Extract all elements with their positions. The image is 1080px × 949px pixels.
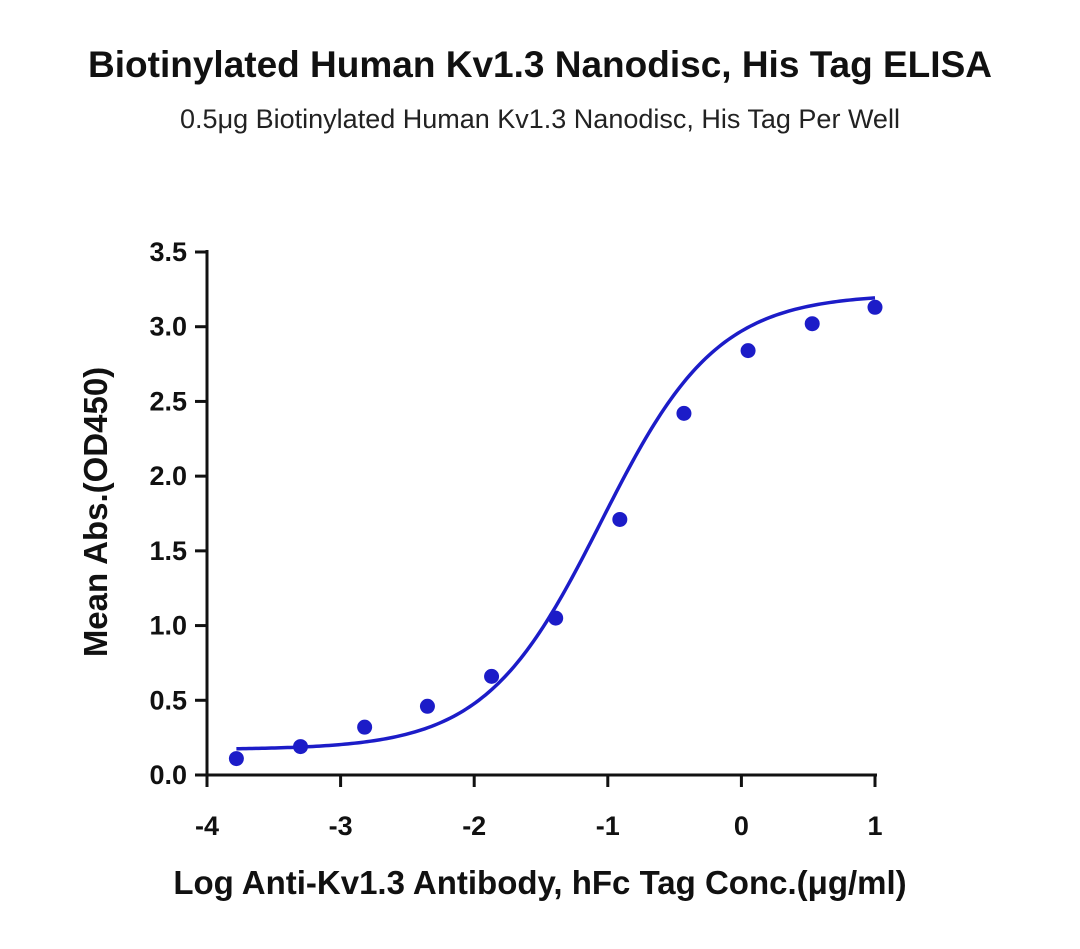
x-axis-label: Log Anti-Kv1.3 Antibody, hFc Tag Conc.(μ… [173, 864, 907, 901]
y-tick-label: 1.0 [149, 611, 187, 641]
data-point [357, 719, 373, 735]
data-point [484, 668, 500, 684]
chart-subtitle: 0.5μg Biotinylated Human Kv1.3 Nanodisc,… [180, 104, 900, 134]
data-point [867, 299, 883, 315]
data-point [419, 698, 435, 714]
fit-curve [236, 296, 876, 751]
data-point [804, 316, 820, 332]
y-tick-label: 0.5 [149, 685, 187, 715]
x-tick-label: -4 [195, 811, 219, 841]
y-tick-label: 3.5 [149, 237, 187, 267]
axes: 0.0 0.5 1.0 1.5 2.0 2.5 3.0 3.5 -4 -3 -2 -1 0 1 [149, 237, 882, 841]
x-tick-label: 1 [867, 811, 882, 841]
y-tick-label: 2.0 [149, 461, 187, 491]
data-point [293, 739, 309, 755]
data-point [548, 610, 564, 626]
y-tick-label: 1.5 [149, 536, 187, 566]
x-tick-label: 0 [734, 811, 749, 841]
x-tick-label: -1 [596, 811, 620, 841]
chart-title: Biotinylated Human Kv1.3 Nanodisc, His T… [88, 44, 992, 85]
data-points [228, 299, 883, 767]
y-tick-label: 2.5 [149, 386, 187, 416]
data-point [612, 511, 628, 527]
fit-curve-group [236, 296, 876, 751]
data-point [228, 751, 244, 767]
y-axis-label: Mean Abs.(OD450) [77, 366, 114, 658]
x-tick-label: -2 [462, 811, 486, 841]
data-point [740, 343, 756, 359]
y-tick-label: 3.0 [149, 312, 187, 342]
y-tick-label: 0.0 [149, 760, 187, 790]
x-tick-label: -3 [329, 811, 353, 841]
data-point [676, 405, 692, 421]
